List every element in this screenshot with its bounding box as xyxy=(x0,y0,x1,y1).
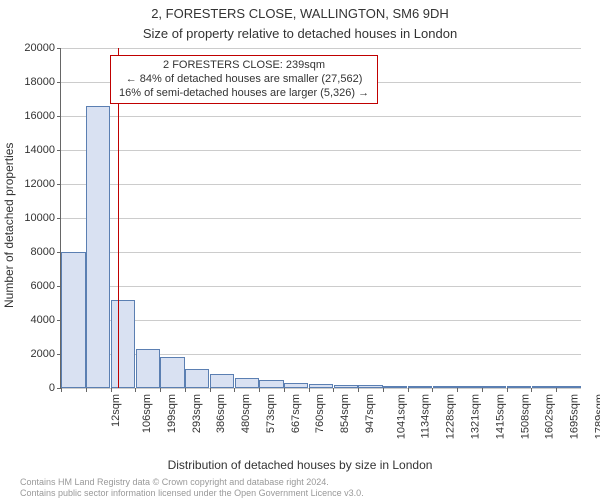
x-tick-label: 1789sqm xyxy=(593,394,600,439)
x-axis-label: Distribution of detached houses by size … xyxy=(0,458,600,472)
y-tick-label: 18000 xyxy=(24,76,61,88)
x-tick-mark xyxy=(86,388,87,392)
x-tick-mark xyxy=(556,388,557,392)
gridline xyxy=(61,388,581,389)
histogram-bar xyxy=(284,383,308,388)
histogram-bar xyxy=(309,384,333,388)
gridline xyxy=(61,150,581,151)
annotation-line: ← 84% of detached houses are smaller (27… xyxy=(119,73,369,87)
x-tick-label: 1508sqm xyxy=(519,394,531,439)
x-tick-mark xyxy=(234,388,235,392)
footer-attribution: Contains HM Land Registry data © Crown c… xyxy=(20,477,580,498)
gridline xyxy=(61,116,581,117)
x-tick-mark xyxy=(432,388,433,392)
x-tick-mark xyxy=(531,388,532,392)
gridline xyxy=(61,252,581,253)
y-tick-label: 10000 xyxy=(24,212,61,224)
x-tick-label: 106sqm xyxy=(141,394,153,433)
gridline xyxy=(61,218,581,219)
y-tick-label: 16000 xyxy=(24,110,61,122)
x-tick-label: 386sqm xyxy=(216,394,228,433)
histogram-bar xyxy=(160,357,184,388)
x-tick-mark xyxy=(333,388,334,392)
x-tick-label: 480sqm xyxy=(240,394,252,433)
x-tick-label: 1134sqm xyxy=(419,394,431,438)
x-tick-mark xyxy=(160,388,161,392)
histogram-bar xyxy=(210,374,234,388)
y-tick-label: 2000 xyxy=(31,348,61,360)
histogram-bar xyxy=(235,378,259,388)
x-tick-mark xyxy=(135,388,136,392)
x-tick-label: 760sqm xyxy=(315,394,327,433)
histogram-bar xyxy=(358,385,382,388)
x-tick-mark xyxy=(61,388,62,392)
x-tick-mark xyxy=(408,388,409,392)
annotation-line: 16% of semi-detached houses are larger (… xyxy=(119,87,369,101)
histogram-bar xyxy=(507,386,531,388)
x-tick-mark xyxy=(482,388,483,392)
x-tick-label: 1415sqm xyxy=(494,394,506,439)
x-tick-mark xyxy=(111,388,112,392)
histogram-bar xyxy=(185,369,209,388)
histogram-bar xyxy=(111,300,135,388)
histogram-bar xyxy=(86,106,110,388)
x-tick-mark xyxy=(457,388,458,392)
histogram-bar xyxy=(334,385,358,388)
histogram-bar xyxy=(61,252,85,388)
y-tick-label: 4000 xyxy=(31,314,61,326)
x-tick-label: 12sqm xyxy=(110,394,122,427)
footer-line1: Contains HM Land Registry data © Crown c… xyxy=(20,477,580,487)
annotation-line: 2 FORESTERS CLOSE: 239sqm xyxy=(119,59,369,73)
y-axis-label: Number of detached properties xyxy=(2,143,16,308)
x-tick-label: 1321sqm xyxy=(469,394,481,439)
x-tick-label: 947sqm xyxy=(364,394,376,433)
histogram-bar xyxy=(532,386,556,388)
x-tick-mark xyxy=(210,388,211,392)
x-tick-label: 573sqm xyxy=(265,394,277,433)
histogram-bar xyxy=(457,386,481,388)
x-tick-label: 1228sqm xyxy=(445,394,457,439)
y-tick-label: 8000 xyxy=(31,246,61,258)
gridline xyxy=(61,320,581,321)
gridline xyxy=(61,286,581,287)
chart-container: 2, FORESTERS CLOSE, WALLINGTON, SM6 9DH … xyxy=(0,0,600,500)
footer-line2: Contains public sector information licen… xyxy=(20,488,580,498)
x-tick-label: 199sqm xyxy=(166,394,178,433)
x-tick-mark xyxy=(259,388,260,392)
y-tick-label: 12000 xyxy=(24,178,61,190)
x-tick-mark xyxy=(284,388,285,392)
y-tick-label: 20000 xyxy=(24,42,61,54)
x-tick-label: 854sqm xyxy=(339,394,351,433)
x-tick-mark xyxy=(358,388,359,392)
x-tick-mark xyxy=(383,388,384,392)
histogram-bar xyxy=(259,380,283,389)
x-tick-label: 667sqm xyxy=(290,394,302,433)
y-tick-label: 0 xyxy=(49,382,61,394)
x-tick-mark xyxy=(185,388,186,392)
annotation-box: 2 FORESTERS CLOSE: 239sqm← 84% of detach… xyxy=(110,55,378,104)
x-tick-mark xyxy=(507,388,508,392)
gridline xyxy=(61,184,581,185)
y-tick-label: 6000 xyxy=(31,280,61,292)
histogram-bar xyxy=(433,386,457,388)
x-tick-label: 293sqm xyxy=(191,394,203,433)
x-tick-mark xyxy=(309,388,310,392)
histogram-bar xyxy=(383,386,407,388)
x-tick-label: 1695sqm xyxy=(568,394,580,439)
gridline xyxy=(61,48,581,49)
histogram-bar xyxy=(408,386,432,388)
histogram-bar xyxy=(136,349,160,388)
chart-title-line2: Size of property relative to detached ho… xyxy=(0,26,600,41)
histogram-bar xyxy=(556,386,580,388)
chart-title-line1: 2, FORESTERS CLOSE, WALLINGTON, SM6 9DH xyxy=(0,6,600,21)
x-tick-label: 1041sqm xyxy=(395,394,407,439)
y-tick-label: 14000 xyxy=(24,144,61,156)
x-tick-label: 1602sqm xyxy=(544,394,556,439)
histogram-bar xyxy=(482,386,506,388)
